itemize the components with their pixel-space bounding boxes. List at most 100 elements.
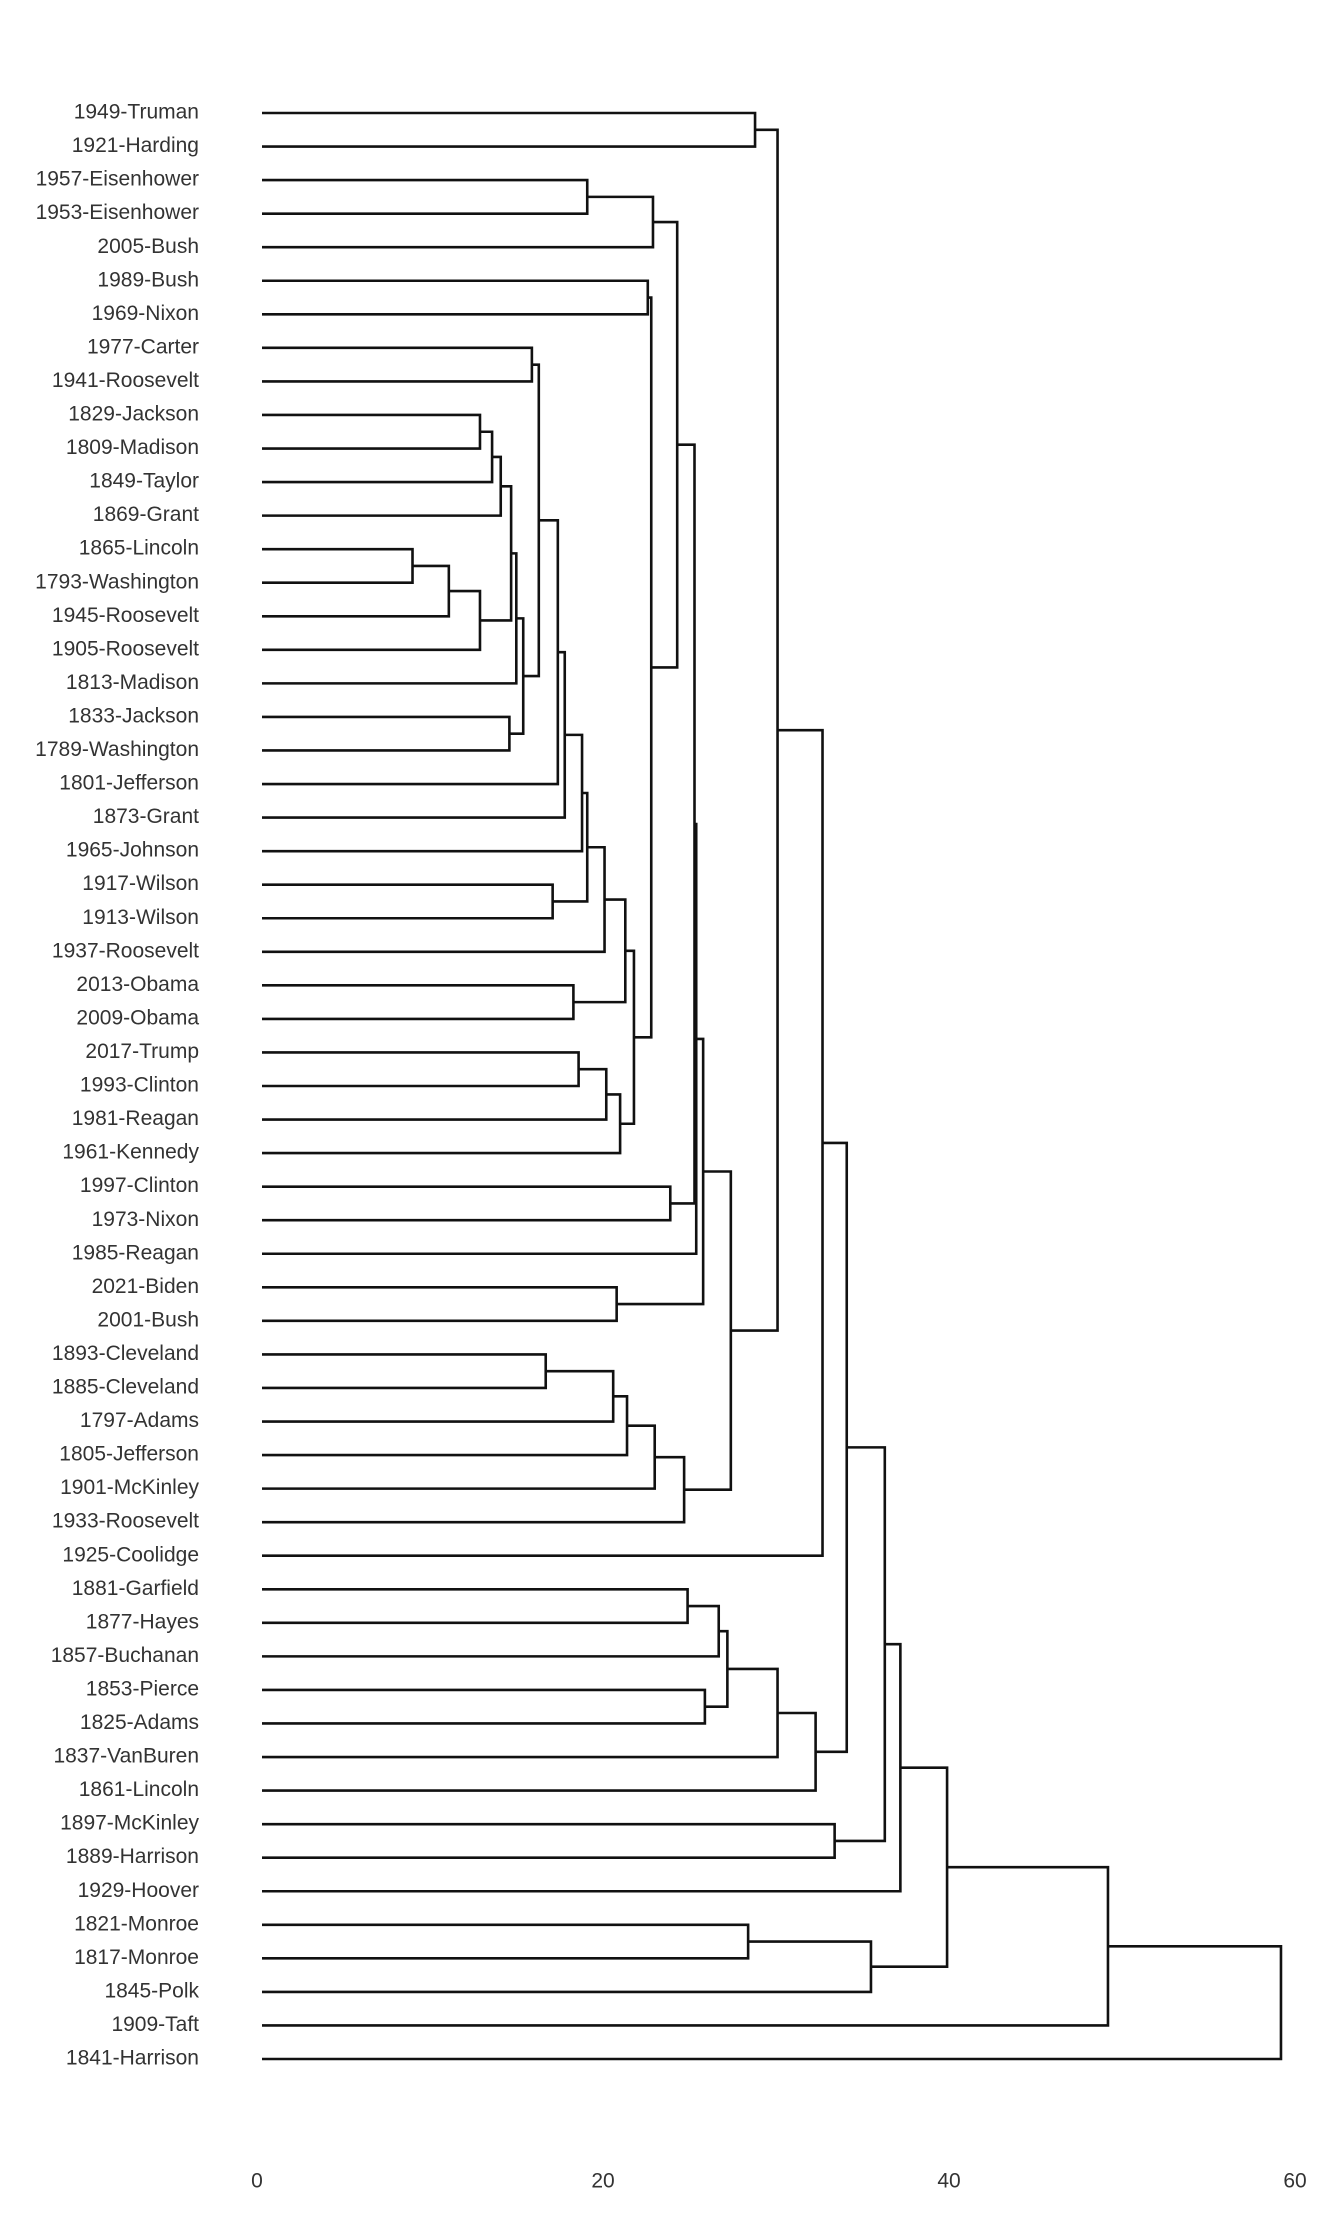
dendrogram-link (262, 1923, 750, 1960)
dendrogram-link (262, 733, 584, 853)
leaf-label: 1829-Jackson (68, 403, 199, 426)
dendrogram-link (262, 1587, 689, 1625)
leaf-label: 1789-Washington (35, 738, 199, 761)
leaf-label: 1997-Clinton (80, 1174, 199, 1197)
dendrogram-link (834, 1446, 887, 1843)
dendrogram-link (262, 984, 575, 1021)
dendrogram-link (262, 1667, 779, 1759)
dendrogram-link (262, 178, 589, 215)
leaf-label: 1901-McKinley (60, 1476, 199, 1499)
dendrogram-link (262, 1945, 1283, 2061)
leaf-label: 1921-Harding (72, 134, 199, 157)
dendrogram-link (620, 949, 636, 1126)
dendrogram-link (616, 1037, 705, 1306)
leaf-label: 1925-Coolidge (62, 1543, 199, 1566)
dendrogram-link (262, 1185, 672, 1222)
leaf-label: 1941-Roosevelt (52, 369, 199, 392)
x-tick-label: 60 (1283, 2170, 1306, 2193)
dendrogram-link (523, 363, 541, 678)
leaf-label: 1869-Grant (93, 503, 199, 526)
dendrogram-link (262, 1604, 721, 1658)
leaf-label: 1969-Nixon (92, 302, 199, 325)
dendrogram-link (262, 1424, 657, 1490)
leaf-label: 1877-Hayes (86, 1610, 199, 1633)
leaf-label: 1861-Lincoln (79, 1778, 199, 1801)
dendrogram-link (651, 220, 679, 669)
dendrogram-link (262, 455, 503, 517)
leaf-label: 1813-Madison (66, 671, 199, 694)
dendrogram-link (262, 589, 482, 652)
dendrogram-link (262, 430, 494, 484)
dendrogram-link (262, 547, 414, 585)
leaf-label: 1873-Grant (93, 805, 199, 828)
dendrogram-link (262, 728, 824, 1558)
dendrogram-link (262, 715, 511, 752)
leaf-label: 1985-Reagan (72, 1241, 199, 1264)
leaf-label: 2009-Obama (76, 1006, 199, 1029)
leaf-label: 2021-Biden (92, 1275, 199, 1298)
dendrogram-link (262, 1286, 618, 1323)
dendrogram-link (262, 519, 560, 786)
dendrogram-link (262, 1353, 548, 1390)
leaf-label: 1837-VanBuren (53, 1745, 199, 1768)
dendrogram-link (730, 128, 779, 1332)
leaf-label: 1857-Buchanan (51, 1644, 199, 1667)
leaf-label: 1801-Jefferson (59, 772, 199, 795)
leaf-label: 1853-Pierce (86, 1677, 199, 1700)
leaf-label: 2005-Bush (97, 235, 199, 258)
dendrogram-link (262, 822, 698, 1256)
leaf-label: 1949-Truman (74, 101, 199, 124)
dendrogram-link (262, 1642, 902, 1893)
dendrogram-link (262, 883, 554, 920)
leaf-label: 1833-Jackson (68, 704, 199, 727)
leaf-label: 1893-Cleveland (52, 1342, 199, 1365)
x-tick-label: 20 (591, 2170, 614, 2193)
dendrogram-link (262, 1369, 615, 1423)
leaf-label: 1885-Cleveland (52, 1376, 199, 1399)
leaf-label: 1881-Garfield (72, 1577, 199, 1600)
dendrogram-link (262, 1395, 629, 1457)
leaf-label: 1797-Adams (80, 1409, 199, 1432)
dendrogram-link (262, 195, 655, 249)
leaf-label: 1897-McKinley (60, 1812, 199, 1835)
dendrogram-link (262, 1051, 580, 1088)
dendrogram-link (262, 1093, 622, 1155)
x-tick-label: 0 (251, 2170, 263, 2193)
leaf-label: 1917-Wilson (82, 872, 199, 895)
leaf-label: 1805-Jefferson (59, 1443, 199, 1466)
leaf-label: 1865-Lincoln (79, 537, 199, 560)
leaf-label: 1817-Monroe (74, 1946, 199, 1969)
leaf-label: 1973-Nixon (92, 1208, 199, 1231)
dendrogram-link (262, 346, 534, 383)
leaf-label: 1989-Bush (97, 268, 199, 291)
leaf-label: 1937-Roosevelt (52, 939, 199, 962)
dendrogram-link (670, 443, 696, 1205)
dendrogram-link (262, 1688, 707, 1725)
leaf-label: 2017-Trump (85, 1040, 199, 1063)
leaf-label: 2013-Obama (76, 973, 199, 996)
leaf-label: 1981-Reagan (72, 1107, 199, 1130)
leaf-label: 2001-Bush (97, 1308, 199, 1331)
leaf-label: 1889-Harrison (66, 1845, 199, 1868)
dendrogram-link (262, 1067, 608, 1121)
dendrogram-link (262, 552, 518, 685)
leaf-label: 1793-Washington (35, 570, 199, 593)
leaf-label: 1909-Taft (111, 2013, 199, 2036)
dendrogram-link (815, 1141, 849, 1754)
dendrogram-link (684, 1170, 733, 1491)
dendrogram-link (870, 1766, 949, 1969)
dendrogram-link (262, 1940, 873, 1994)
dendrogram-link (479, 484, 513, 622)
leaf-label: 1965-Johnson (66, 839, 199, 862)
dendrogram-link (262, 279, 650, 316)
leaf-label: 1821-Monroe (74, 1912, 199, 1935)
dendrogram-link (262, 413, 482, 450)
dendrogram-link (262, 111, 757, 148)
leaf-label: 1929-Hoover (78, 1879, 199, 1902)
leaf-label: 1957-Eisenhower (36, 168, 199, 191)
dendrogram-link (704, 1629, 729, 1709)
dendrogram-link (633, 296, 653, 1039)
x-tick-label: 40 (937, 2170, 960, 2193)
